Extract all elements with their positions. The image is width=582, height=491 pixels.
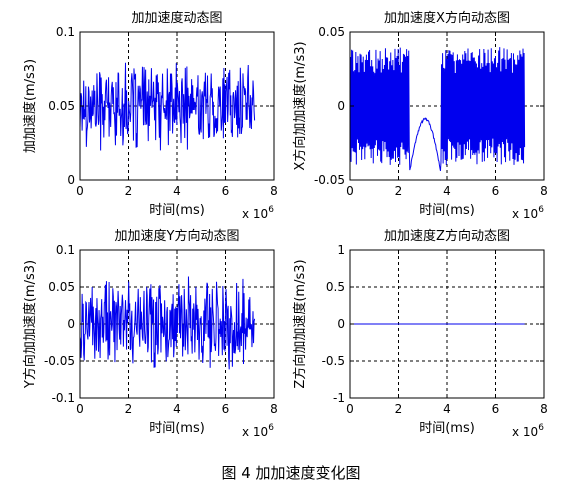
x-tick-label: 6 [492,184,500,198]
chart-title: 加加速度Y方向动态图 [115,228,240,244]
chart-title: 加加速度Z方向动态图 [384,228,510,244]
y-tick-label: 0 [67,173,75,187]
y-tick-label: 0 [337,99,345,113]
x-axis-multiplier: x 106 [242,423,274,439]
chart-title: 加加速度X方向动态图 [384,10,510,26]
x-tick-label: 0 [346,402,354,416]
y-axis-label: 加加速度(m/s3) [22,59,38,153]
y-tick-label: 0.05 [48,99,75,113]
x-axis-label: 时间(ms) [149,203,205,218]
x-tick-label: 8 [540,184,548,198]
y-tick-label: 0.5 [326,280,345,294]
x-tick-label: 4 [443,184,451,198]
x-tick-label: 2 [125,184,133,198]
y-tick-label: -0.5 [322,354,345,368]
y-axis-label: Y方向加加速度(m/s3) [22,260,38,389]
x-tick-label: 4 [173,184,181,198]
x-axis-multiplier: x 106 [512,423,544,439]
series-line [349,47,526,171]
x-tick-label: 8 [270,184,278,198]
y-axis-label: X方向加加速度(m/s3) [292,41,308,170]
x-tick-label: 6 [492,402,500,416]
x-tick-label: 6 [222,184,230,198]
x-tick-label: 0 [76,184,84,198]
x-tick-label: 2 [125,402,133,416]
series-line [79,276,256,370]
x-tick-label: 4 [443,402,451,416]
y-tick-label: 0.05 [48,280,75,294]
x-tick-label: 2 [395,402,403,416]
x-tick-label: 6 [222,402,230,416]
x-axis-multiplier: x 106 [512,205,544,221]
x-tick-label: 2 [395,184,403,198]
figure-caption: 图 4 加加速度变化图 [221,464,361,482]
x-axis-label: 时间(ms) [419,203,475,218]
y-tick-label: 0 [337,317,345,331]
y-tick-label: 0.05 [318,25,345,39]
y-tick-label: 0.1 [56,243,75,257]
y-axis-label: Z方向加加速度(m/s3) [292,259,308,388]
x-tick-label: 8 [270,402,278,416]
x-axis-multiplier: x 106 [242,205,274,221]
x-tick-label: 4 [173,402,181,416]
y-tick-label: 1 [337,243,345,257]
x-axis-label: 时间(ms) [149,421,205,436]
y-tick-label: -0.1 [52,391,75,405]
y-tick-label: -0.05 [314,173,345,187]
series-line [79,62,256,151]
x-tick-label: 0 [76,402,84,416]
chart-title: 加加速度动态图 [131,10,222,26]
x-tick-label: 8 [540,402,548,416]
y-tick-label: -1 [333,391,345,405]
y-tick-label: -0.05 [44,354,75,368]
y-tick-label: 0 [67,317,75,331]
x-axis-label: 时间(ms) [419,421,475,436]
x-tick-label: 0 [346,184,354,198]
y-tick-label: 0.1 [56,25,75,39]
